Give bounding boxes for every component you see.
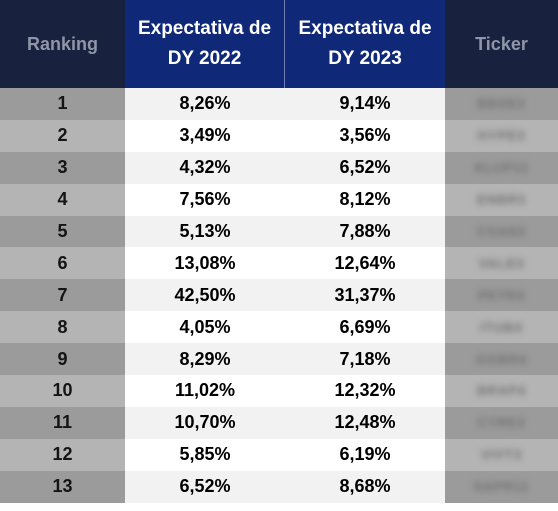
- column-header-dy-2022: Expectativa de DY 2022: [125, 0, 285, 88]
- table-row: 10 11,02% 12,32% BRAP4: [0, 375, 558, 407]
- dy-2023-cell: 8,12%: [285, 183, 445, 216]
- ticker-value: CYRE3: [477, 415, 526, 431]
- ticker-value: PETR4: [478, 287, 525, 303]
- ticker-value: BBSE3: [477, 96, 526, 112]
- ticker-cell: BBSE3: [445, 88, 558, 120]
- dy-2022-cell: 13,08%: [125, 247, 285, 280]
- dy-2023-cell: 6,52%: [285, 151, 445, 184]
- table-row: 7 42,50% 31,37% PETR4: [0, 279, 558, 312]
- ticker-value: CSAN3: [476, 224, 527, 239]
- ranking-cell: 10: [0, 375, 125, 407]
- column-header-dy-2023: Expectativa de DY 2023: [285, 0, 445, 88]
- ticker-cell: GGBR4: [445, 343, 558, 376]
- dy-2022-cell: 7,56%: [125, 183, 285, 216]
- ticker-value: VALE3: [478, 255, 525, 271]
- dy-2022-cell: 11,02%: [125, 375, 285, 407]
- dy-2023-cell: 6,19%: [285, 438, 445, 471]
- ticker-value: ENBR3: [476, 192, 527, 208]
- dy-2023-cell: 12,32%: [285, 375, 445, 407]
- dy-2023-cell: 12,64%: [285, 247, 445, 280]
- ranking-cell: 4: [0, 183, 125, 216]
- ticker-value: VIVT3: [480, 447, 523, 463]
- dy-2022-cell: 5,85%: [125, 438, 285, 471]
- dy-2023-cell: 6,69%: [285, 311, 445, 344]
- dy-2023-cell: 9,14%: [285, 88, 445, 120]
- ranking-cell: 12: [0, 438, 125, 471]
- dy-2022-cell: 6,52%: [125, 470, 285, 503]
- table-row: 6 13,08% 12,64% VALE3: [0, 247, 558, 280]
- ticker-cell: VALE3: [445, 247, 558, 280]
- table-body: 1 8,26% 9,14% BBSE3 2 3,49% 3,56% HYPE3 …: [0, 88, 558, 503]
- dy-2023-cell: 7,88%: [285, 215, 445, 248]
- ticker-value: SAPR11: [473, 479, 530, 495]
- ticker-cell: ITUB4: [445, 311, 558, 344]
- dy-2022-cell: 5,13%: [125, 215, 285, 248]
- dy-2022-cell: 8,26%: [125, 88, 285, 120]
- dy-2022-cell: 42,50%: [125, 279, 285, 312]
- dy-2022-cell: 4,05%: [125, 311, 285, 344]
- dy-2023-cell: 7,18%: [285, 343, 445, 376]
- dy-2022-cell: 3,49%: [125, 119, 285, 152]
- ticker-cell: ENBR3: [445, 183, 558, 216]
- dy-2022-cell: 8,29%: [125, 343, 285, 376]
- ticker-cell: SAPR11: [445, 470, 558, 503]
- table-row: 4 7,56% 8,12% ENBR3: [0, 183, 558, 216]
- ranking-cell: 9: [0, 343, 125, 376]
- ranking-cell: 2: [0, 119, 125, 152]
- ranking-cell: 8: [0, 311, 125, 344]
- dy-2022-cell: 10,70%: [125, 406, 285, 439]
- table-row: 8 4,05% 6,69% ITUB4: [0, 311, 558, 344]
- table-row: 1 8,26% 9,14% BBSE3: [0, 88, 558, 120]
- column-header-ranking: Ranking: [0, 0, 125, 88]
- dy-2023-cell: 3,56%: [285, 119, 445, 152]
- dy-2023-cell: 31,37%: [285, 279, 445, 312]
- ranking-cell: 13: [0, 470, 125, 503]
- dy-2022-cell: 4,32%: [125, 151, 285, 184]
- ticker-cell: PETR4: [445, 279, 558, 312]
- ticker-cell: CSAN3: [445, 215, 558, 248]
- table-row: 11 10,70% 12,48% CYRE3: [0, 406, 558, 439]
- dy-2023-cell: 8,68%: [285, 470, 445, 503]
- dy-2023-cell: 12,48%: [285, 406, 445, 439]
- ranking-cell: 3: [0, 151, 125, 184]
- ranking-cell: 5: [0, 215, 125, 248]
- table-header: Ranking Expectativa de DY 2022 Expectati…: [0, 0, 558, 88]
- ranking-cell: 11: [0, 406, 125, 439]
- table-row: 3 4,32% 6,52% ALUP11: [0, 151, 558, 184]
- table-row: 13 6,52% 8,68% SAPR11: [0, 470, 558, 503]
- ticker-value: HYPE3: [477, 128, 526, 144]
- ranking-cell: 6: [0, 247, 125, 280]
- ticker-value: ALUP11: [473, 160, 530, 176]
- ticker-cell: BRAP4: [445, 375, 558, 407]
- table-row: 9 8,29% 7,18% GGBR4: [0, 343, 558, 376]
- ticker-value: GGBR4: [475, 351, 528, 367]
- ticker-cell: VIVT3: [445, 438, 558, 471]
- ticker-value: BRAP4: [476, 383, 527, 399]
- ranking-cell: 1: [0, 88, 125, 120]
- table-row: 12 5,85% 6,19% VIVT3: [0, 438, 558, 471]
- ticker-cell: HYPE3: [445, 119, 558, 152]
- ticker-cell: CYRE3: [445, 406, 558, 439]
- column-header-ticker: Ticker: [445, 0, 558, 88]
- ticker-cell: ALUP11: [445, 151, 558, 184]
- table-row: 5 5,13% 7,88% CSAN3: [0, 215, 558, 248]
- ranking-cell: 7: [0, 279, 125, 312]
- table-row: 2 3,49% 3,56% HYPE3: [0, 119, 558, 152]
- ticker-value: ITUB4: [480, 319, 523, 335]
